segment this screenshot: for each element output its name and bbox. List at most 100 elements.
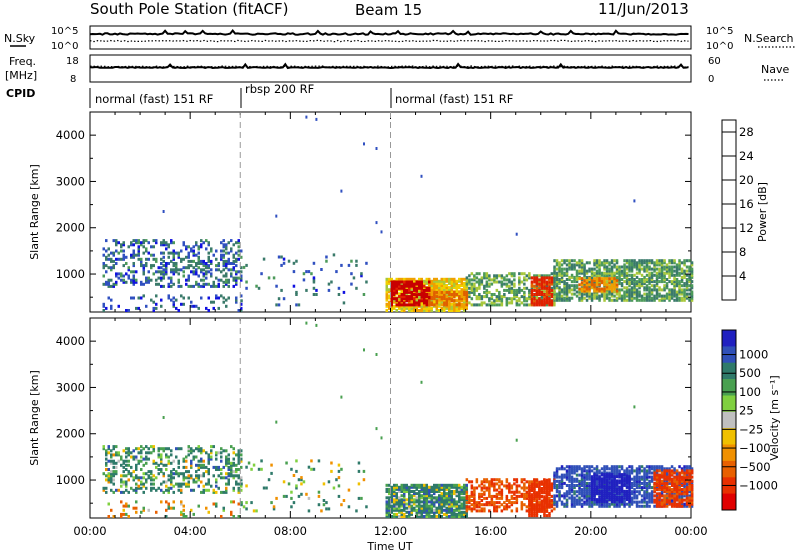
data-cell xyxy=(240,249,243,253)
data-cell xyxy=(503,505,506,509)
data-cell xyxy=(463,502,466,506)
data-cell xyxy=(660,269,664,273)
data-cell xyxy=(220,515,223,518)
data-cell xyxy=(678,286,681,290)
data-cell xyxy=(315,288,318,292)
data-cell xyxy=(405,280,408,284)
data-cell xyxy=(650,500,654,504)
data-cell xyxy=(385,490,388,493)
data-cell xyxy=(555,467,559,471)
data-cell xyxy=(115,280,118,284)
data-cell xyxy=(393,515,396,518)
data-cell xyxy=(127,274,130,278)
data-cell xyxy=(600,488,604,492)
data-cell xyxy=(443,485,446,489)
data-cell xyxy=(645,288,649,292)
data-cell xyxy=(638,471,641,475)
data-cell xyxy=(625,288,629,292)
data-cell xyxy=(478,505,481,509)
data-cell xyxy=(428,506,431,510)
data-cell xyxy=(142,239,145,243)
data-cell xyxy=(302,278,306,282)
data-cell xyxy=(428,280,431,284)
data-cell xyxy=(538,507,541,511)
data-cell xyxy=(595,481,599,485)
data-cell xyxy=(533,503,536,507)
data-cell xyxy=(217,451,220,455)
data-cell xyxy=(673,275,676,279)
data-cell xyxy=(227,461,230,465)
data-cell xyxy=(585,496,589,500)
data-cell xyxy=(585,271,589,275)
data-cell xyxy=(595,467,599,471)
data-cell xyxy=(673,292,676,296)
data-cell xyxy=(107,284,110,288)
data-cell xyxy=(390,506,393,510)
data-cell xyxy=(665,479,669,483)
data-cell xyxy=(142,282,145,286)
data-cell xyxy=(440,487,443,491)
data-cell xyxy=(140,476,143,480)
data-cell xyxy=(603,289,606,293)
data-cell xyxy=(385,496,388,500)
data-cell xyxy=(245,507,248,511)
data-cell xyxy=(105,257,108,261)
data-cell xyxy=(505,503,509,507)
data-cell xyxy=(680,271,684,275)
data-cell xyxy=(428,485,431,489)
data-cell xyxy=(595,271,599,275)
data-cell xyxy=(565,484,569,487)
data-cell xyxy=(545,495,549,499)
data-cell xyxy=(395,277,398,281)
data-cell xyxy=(147,474,150,478)
data-cell xyxy=(232,470,235,474)
data-cell xyxy=(505,480,509,484)
data-cell xyxy=(665,267,669,271)
data-cell xyxy=(405,485,408,489)
data-cell xyxy=(398,295,401,299)
data-cell xyxy=(453,303,456,307)
data-cell xyxy=(107,257,110,261)
data-cell xyxy=(202,488,205,492)
data-cell xyxy=(650,296,654,300)
data-cell xyxy=(393,504,396,508)
data-cell xyxy=(470,286,474,290)
data-cell xyxy=(395,498,398,502)
data-cell xyxy=(210,455,213,459)
station-title: South Pole Station (fitACF) xyxy=(90,0,288,18)
data-cell xyxy=(630,294,634,298)
data-cell xyxy=(625,280,629,284)
data-cell xyxy=(523,488,526,492)
data-cell xyxy=(560,288,564,292)
colorbar-frame xyxy=(721,119,737,301)
data-cell xyxy=(535,295,539,299)
data-cell xyxy=(675,267,679,271)
data-cell xyxy=(473,303,476,307)
data-cell xyxy=(603,504,606,508)
data-cell xyxy=(530,290,534,294)
data-cell xyxy=(483,509,486,513)
data-cell xyxy=(210,249,213,253)
data-cell xyxy=(398,292,401,296)
data-cell xyxy=(615,292,619,296)
data-cell xyxy=(465,494,469,498)
data-cell xyxy=(623,271,626,275)
data-cell xyxy=(683,284,686,288)
data-cell xyxy=(465,483,468,487)
data-cell xyxy=(418,485,421,489)
data-cell xyxy=(435,500,438,504)
data-cell xyxy=(430,498,433,502)
data-cell xyxy=(573,490,576,494)
data-cell xyxy=(673,469,676,473)
data-cell xyxy=(580,267,584,271)
data-cell xyxy=(172,484,175,488)
data-cell xyxy=(430,506,433,510)
data-cell xyxy=(515,303,519,307)
data-cell xyxy=(543,499,546,503)
data-cell xyxy=(390,510,393,514)
data-cell xyxy=(315,293,318,296)
data-cell xyxy=(390,288,393,292)
data-cell xyxy=(182,296,185,300)
data-cell xyxy=(232,461,235,465)
data-cell xyxy=(660,490,664,494)
